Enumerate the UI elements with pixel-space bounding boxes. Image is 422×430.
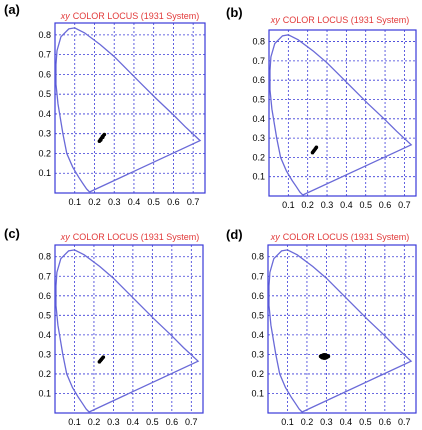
- chart-title-prefix: xy: [60, 11, 71, 21]
- x-tick-label: 0.3: [321, 200, 334, 210]
- panel-label: (a): [4, 2, 20, 17]
- chart-panel: (a) xy COLOR LOCUS (1931 System) 0.1 0.2 0.3 0…: [4, 2, 206, 207]
- y-tick-label: 0.5: [251, 310, 264, 320]
- x-tick-label: 0.7: [185, 417, 198, 427]
- chart-panel: (c) xy COLOR LOCUS (1931 System) 0.1 0.2 0.3 0…: [4, 226, 204, 427]
- y-tick-label: 0.4: [38, 330, 51, 340]
- data-point: [323, 354, 328, 359]
- spectral-locus: [55, 249, 200, 413]
- y-tick-label: 0.8: [251, 252, 264, 262]
- x-tick-label: 0.2: [88, 417, 101, 427]
- x-tick-label: 0.1: [282, 200, 295, 210]
- plot-frame: [54, 244, 204, 414]
- data-point: [102, 132, 107, 137]
- y-tick-label: 0.8: [252, 37, 265, 47]
- x-tick-label: 0.6: [166, 417, 179, 427]
- y-tick-label: 0.1: [38, 388, 51, 398]
- y-tick-label: 0.4: [252, 114, 265, 124]
- x-tick-label: 0.3: [108, 197, 121, 207]
- y-tick-label: 0.5: [38, 310, 51, 320]
- x-tick-label: 0.2: [301, 200, 314, 210]
- chart-title-text: COLOR LOCUS (1931 System): [73, 232, 200, 242]
- x-tick-label: 0.3: [320, 417, 333, 427]
- chart-title-prefix: xy: [270, 15, 281, 25]
- x-tick-label: 0.2: [88, 197, 101, 207]
- spectral-locus: [269, 34, 413, 196]
- y-tick-label: 0.2: [38, 148, 51, 158]
- chart-title-text: COLOR LOCUS (1931 System): [73, 11, 200, 21]
- x-tick-label: 0.4: [340, 417, 353, 427]
- x-tick-label: 0.5: [359, 200, 372, 210]
- y-tick-label: 0.8: [38, 252, 51, 262]
- plot-frame: [267, 244, 417, 414]
- chart-panel: (d) xy COLOR LOCUS (1931 System) 0.1 0.2 0.3 0…: [226, 227, 417, 427]
- x-tick-label: 0.5: [146, 417, 159, 427]
- chart-panel: (b) xy COLOR LOCUS (1931 System) 0.1 0.2 0.3 0…: [226, 5, 417, 210]
- chart-title-prefix: xy: [270, 232, 281, 242]
- y-tick-label: 0.8: [38, 30, 51, 40]
- x-tick-label: 0.2: [301, 417, 314, 427]
- y-tick-label: 0.7: [251, 271, 264, 281]
- chart-title: xy COLOR LOCUS (1931 System): [60, 11, 200, 21]
- y-tick-label: 0.7: [252, 56, 265, 66]
- data-point: [314, 145, 319, 150]
- y-tick-label: 0.1: [251, 388, 264, 398]
- x-tick-label: 0.7: [398, 417, 411, 427]
- x-tick-label: 0.4: [340, 200, 353, 210]
- x-tick-label: 0.7: [398, 200, 411, 210]
- x-tick-label: 0.6: [379, 200, 392, 210]
- panel-label: (c): [4, 226, 20, 241]
- y-tick-label: 0.4: [251, 330, 264, 340]
- y-tick-label: 0.1: [38, 168, 51, 178]
- y-tick-label: 0.7: [38, 50, 51, 60]
- x-tick-label: 0.7: [187, 197, 200, 207]
- spectral-locus: [268, 249, 413, 413]
- plot-frame: [268, 29, 417, 197]
- y-tick-label: 0.3: [38, 129, 51, 139]
- y-tick-label: 0.1: [252, 172, 265, 182]
- x-tick-label: 0.5: [147, 197, 160, 207]
- y-tick-label: 0.2: [252, 152, 265, 162]
- y-tick-label: 0.3: [252, 133, 265, 143]
- spectral-locus: [55, 27, 202, 193]
- x-tick-label: 0.1: [281, 417, 294, 427]
- data-point: [101, 355, 106, 359]
- y-tick-label: 0.6: [251, 291, 264, 301]
- y-tick-label: 0.7: [38, 271, 51, 281]
- y-tick-label: 0.5: [38, 89, 51, 99]
- data-point: [100, 135, 105, 140]
- y-tick-label: 0.2: [251, 369, 264, 379]
- x-tick-label: 0.1: [68, 417, 81, 427]
- x-tick-label: 0.1: [68, 197, 81, 207]
- x-tick-label: 0.3: [107, 417, 120, 427]
- data-point: [98, 138, 103, 142]
- panel-label: (d): [226, 227, 243, 242]
- y-tick-label: 0.6: [252, 75, 265, 85]
- y-tick-label: 0.5: [252, 94, 265, 104]
- x-tick-label: 0.6: [379, 417, 392, 427]
- chart-title: xy COLOR LOCUS (1931 System): [60, 232, 200, 242]
- x-tick-label: 0.6: [167, 197, 180, 207]
- plot-frame: [54, 22, 206, 194]
- y-tick-label: 0.3: [251, 349, 264, 359]
- chart-title-text: COLOR LOCUS (1931 System): [283, 232, 410, 242]
- x-tick-label: 0.4: [127, 417, 140, 427]
- y-tick-label: 0.3: [38, 349, 51, 359]
- chart-title: xy COLOR LOCUS (1931 System): [270, 232, 410, 242]
- y-tick-label: 0.4: [38, 109, 51, 119]
- chart-title-prefix: xy: [60, 232, 71, 242]
- chart-title: xy COLOR LOCUS (1931 System): [270, 15, 410, 25]
- x-tick-label: 0.5: [359, 417, 372, 427]
- y-tick-label: 0.6: [38, 69, 51, 79]
- y-tick-label: 0.6: [38, 291, 51, 301]
- chart-title-text: COLOR LOCUS (1931 System): [283, 15, 410, 25]
- x-tick-label: 0.4: [128, 197, 141, 207]
- panel-label: (b): [226, 5, 243, 20]
- y-tick-label: 0.2: [38, 369, 51, 379]
